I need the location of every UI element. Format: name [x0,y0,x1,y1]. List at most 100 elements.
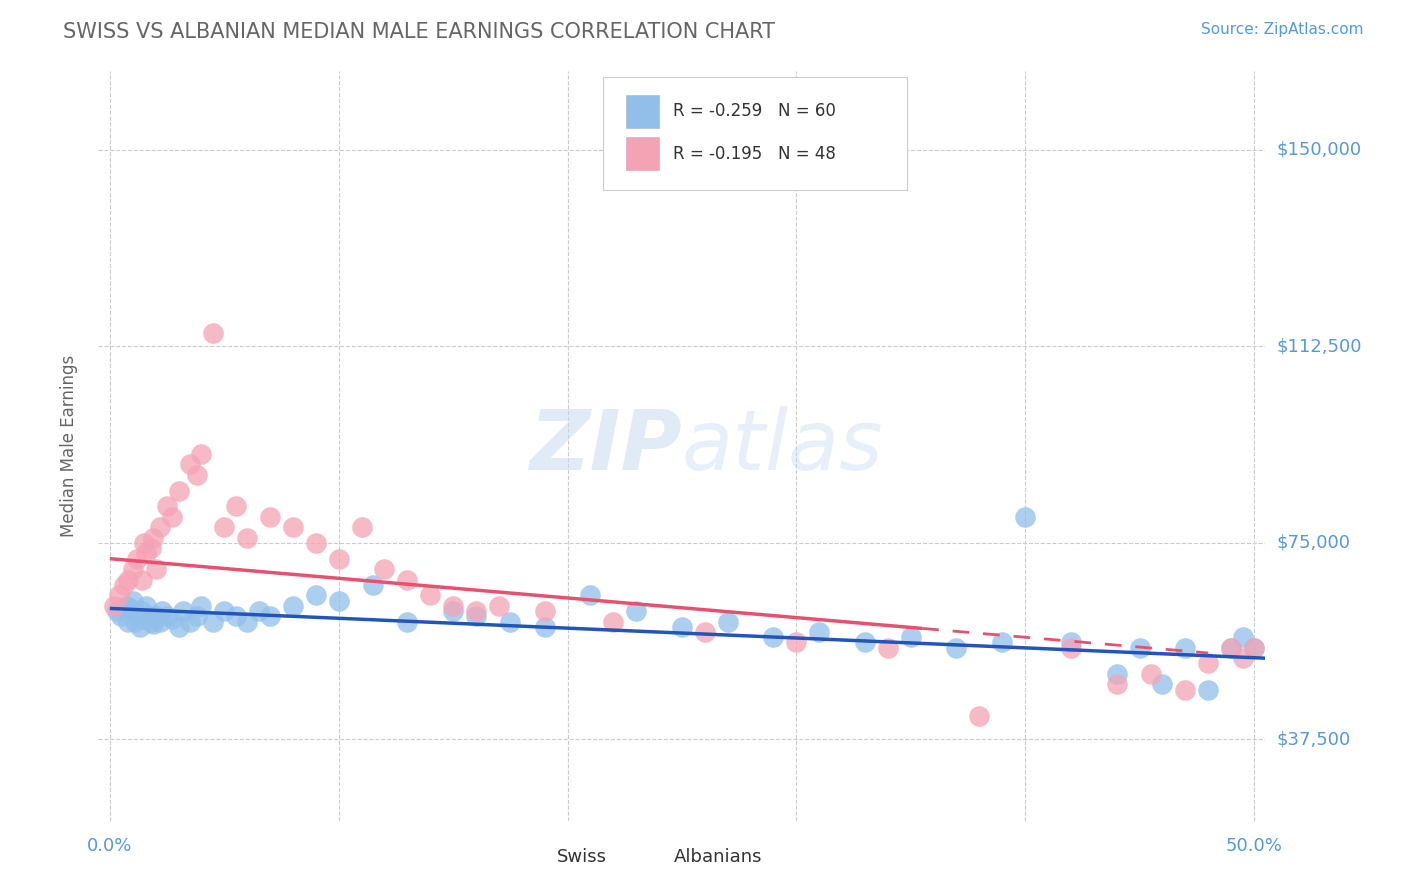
Point [1243,640,1265,655]
Point [115,599,138,613]
Point [1152,677,1174,691]
Point [103,599,125,613]
Point [142,531,165,545]
Point [1174,640,1197,655]
Point [127,551,149,566]
Point [186,609,208,624]
Point [135,546,157,560]
Text: R = -0.195   N = 48: R = -0.195 N = 48 [672,145,835,162]
Point [236,615,259,629]
Point [179,615,201,629]
Point [167,620,190,634]
Point [499,615,522,629]
Point [1220,640,1243,655]
FancyBboxPatch shape [524,853,548,875]
Point [1174,682,1197,697]
Point [121,593,143,607]
Point [127,607,149,621]
Point [1243,640,1265,655]
Point [717,615,740,629]
Point [105,604,128,618]
Point [134,536,156,550]
Point [156,609,179,624]
Point [1197,657,1219,671]
Text: Albanians: Albanians [673,848,762,866]
Point [281,520,304,534]
Point [1105,667,1128,681]
Point [533,620,555,634]
Point [190,599,212,613]
Point [1140,667,1163,681]
Point [373,562,395,576]
Point [533,604,555,618]
Point [361,578,384,592]
Point [225,500,247,514]
Point [145,562,167,576]
Point [259,509,281,524]
Point [602,615,624,629]
Point [167,483,190,498]
Point [1060,640,1083,655]
Point [124,615,146,629]
Y-axis label: Median Male Earnings: Median Male Earnings [59,355,77,537]
Point [1014,509,1036,524]
Point [236,531,259,545]
Point [419,588,441,602]
Point [131,604,153,618]
Point [876,640,898,655]
Point [1232,651,1254,665]
Text: $150,000: $150,000 [1277,141,1361,159]
Point [172,604,194,618]
Point [145,609,167,624]
Point [853,635,876,649]
Point [991,635,1014,649]
Text: Source: ZipAtlas.com: Source: ZipAtlas.com [1201,22,1364,37]
Point [108,588,131,602]
Point [259,609,281,624]
Point [110,609,132,624]
Point [138,609,160,624]
Point [808,625,831,640]
Text: R = -0.259   N = 60: R = -0.259 N = 60 [672,102,835,120]
Point [328,593,350,607]
Point [1128,640,1150,655]
Point [900,630,922,644]
Point [305,588,328,602]
Point [1197,682,1219,697]
Point [201,326,224,341]
Point [281,599,304,613]
Point [328,551,350,566]
Point [160,612,183,626]
Point [624,604,647,618]
Point [1232,630,1254,644]
Point [396,615,419,629]
Point [149,520,172,534]
Point [149,615,172,629]
Text: $75,000: $75,000 [1277,534,1351,552]
Point [160,509,183,524]
Point [945,640,967,655]
Point [117,615,139,629]
Point [117,573,139,587]
Text: SWISS VS ALBANIAN MEDIAN MALE EARNINGS CORRELATION CHART: SWISS VS ALBANIAN MEDIAN MALE EARNINGS C… [63,22,775,42]
Point [441,604,464,618]
Point [121,562,143,576]
Point [785,635,807,649]
Point [179,458,201,472]
Point [350,520,373,534]
Point [488,599,510,613]
Point [156,500,179,514]
Point [131,573,153,587]
Point [671,620,693,634]
Text: $37,500: $37,500 [1277,731,1351,748]
Point [1060,635,1083,649]
Point [214,604,236,618]
Point [214,520,236,534]
Text: $112,500: $112,500 [1277,337,1362,355]
Point [152,604,174,618]
Point [120,601,142,615]
Point [305,536,328,550]
Point [693,625,716,640]
Point [134,612,156,626]
Point [139,541,162,556]
